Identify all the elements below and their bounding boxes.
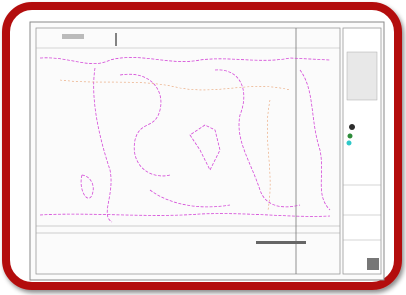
legend-table — [347, 52, 377, 100]
drawing-sheet — [30, 22, 384, 280]
sheet-border — [30, 22, 384, 280]
legend-symbol — [347, 141, 352, 146]
screenshot — [0, 0, 406, 295]
legend-symbol — [349, 124, 355, 130]
caption-block — [256, 241, 306, 244]
label-block — [62, 34, 84, 39]
legend-symbol — [348, 134, 353, 139]
page — [0, 0, 406, 295]
logo — [367, 258, 379, 270]
